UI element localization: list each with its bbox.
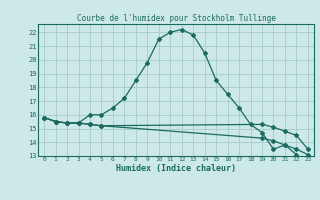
X-axis label: Humidex (Indice chaleur): Humidex (Indice chaleur) (116, 164, 236, 173)
Title: Courbe de l'humidex pour Stockholm Tullinge: Courbe de l'humidex pour Stockholm Tulli… (76, 14, 276, 23)
